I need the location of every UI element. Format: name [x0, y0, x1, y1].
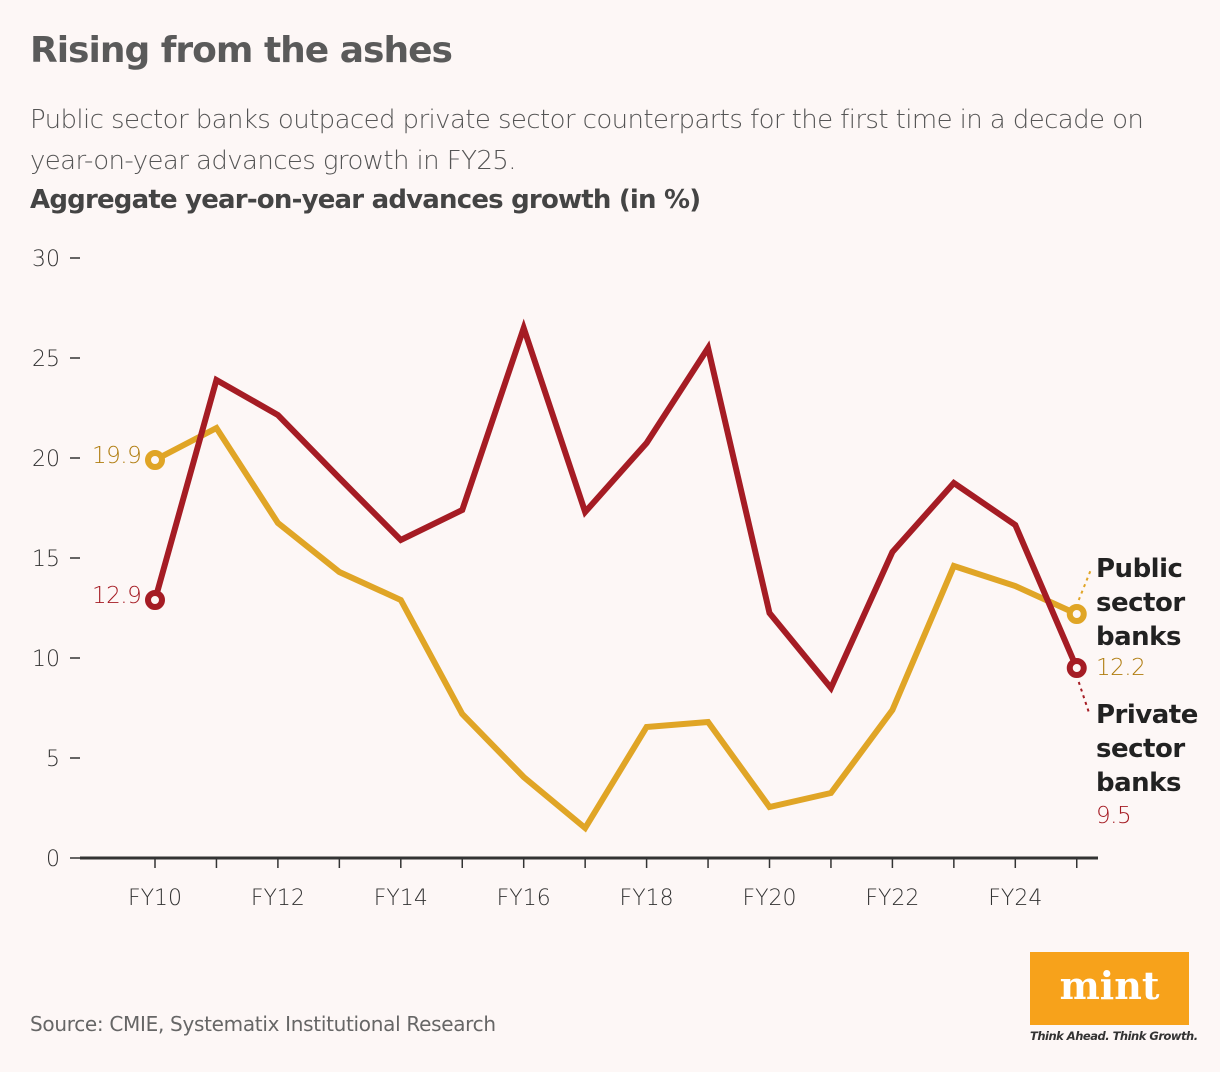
- y-tick-label: 25: [32, 347, 60, 372]
- series-line-public: [155, 428, 1077, 828]
- y-tick-label: 10: [32, 647, 60, 672]
- mint-logo: mint: [1030, 952, 1189, 1025]
- x-tick-label: FY14: [374, 886, 428, 911]
- x-tick-label: FY18: [620, 886, 674, 911]
- y-tick-label: 30: [32, 247, 60, 272]
- data-point: [148, 593, 162, 607]
- data-point: [1070, 661, 1084, 675]
- data-point: [148, 453, 162, 467]
- start-value-private: 12.9: [92, 583, 141, 609]
- data-point: [1070, 607, 1084, 621]
- legend-label-private: Private sector banks: [1096, 698, 1216, 800]
- end-value-private: 9.5: [1096, 803, 1131, 829]
- source-note: Source: CMIE, Systematix Institutional R…: [30, 1012, 496, 1036]
- y-tick-label: 20: [32, 447, 60, 472]
- end-value-public: 12.2: [1096, 655, 1145, 681]
- x-tick-label: FY10: [128, 886, 182, 911]
- x-tick-label: FY16: [497, 886, 551, 911]
- x-tick-label: FY24: [988, 886, 1042, 911]
- start-value-public: 19.9: [92, 443, 141, 469]
- y-tick-label: 5: [46, 747, 60, 772]
- leader-line-public: [1079, 570, 1091, 600]
- x-tick-label: FY22: [865, 886, 919, 911]
- series-line-private: [155, 328, 1077, 688]
- logo-tagline: Think Ahead. Think Growth.: [1030, 1029, 1190, 1043]
- y-tick-label: 15: [32, 547, 60, 572]
- y-tick-label: 0: [46, 847, 60, 872]
- legend-label-public: Public sector banks: [1096, 552, 1216, 654]
- x-tick-label: FY12: [251, 886, 305, 911]
- leader-line-private: [1079, 682, 1089, 712]
- x-tick-label: FY20: [742, 886, 796, 911]
